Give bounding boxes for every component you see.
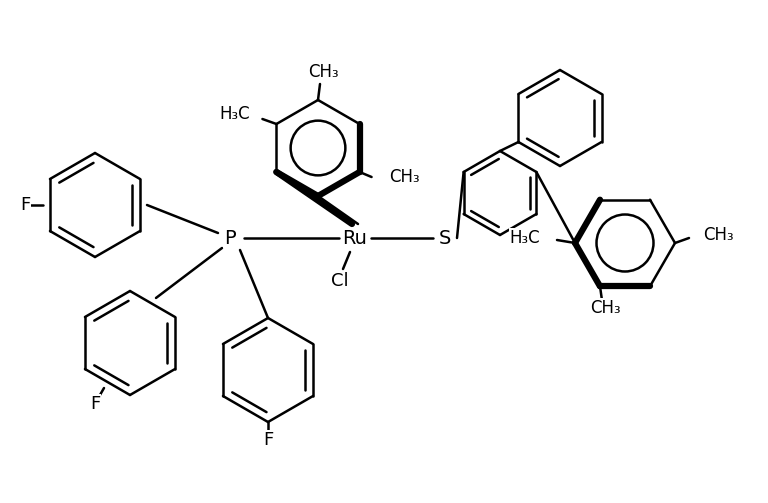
Text: H₃C: H₃C <box>509 229 540 247</box>
Text: CH₃: CH₃ <box>703 226 733 244</box>
Text: H₃C: H₃C <box>219 105 250 123</box>
Text: Ru: Ru <box>343 228 367 247</box>
Text: CH₃: CH₃ <box>590 299 621 317</box>
Text: F: F <box>20 196 30 214</box>
Text: CH₃: CH₃ <box>308 63 339 81</box>
Text: F: F <box>263 431 273 449</box>
Text: F: F <box>90 395 100 412</box>
Text: P: P <box>224 228 236 247</box>
Text: Cl: Cl <box>331 272 349 290</box>
Text: CH₃: CH₃ <box>389 168 420 186</box>
Text: S: S <box>439 228 451 247</box>
